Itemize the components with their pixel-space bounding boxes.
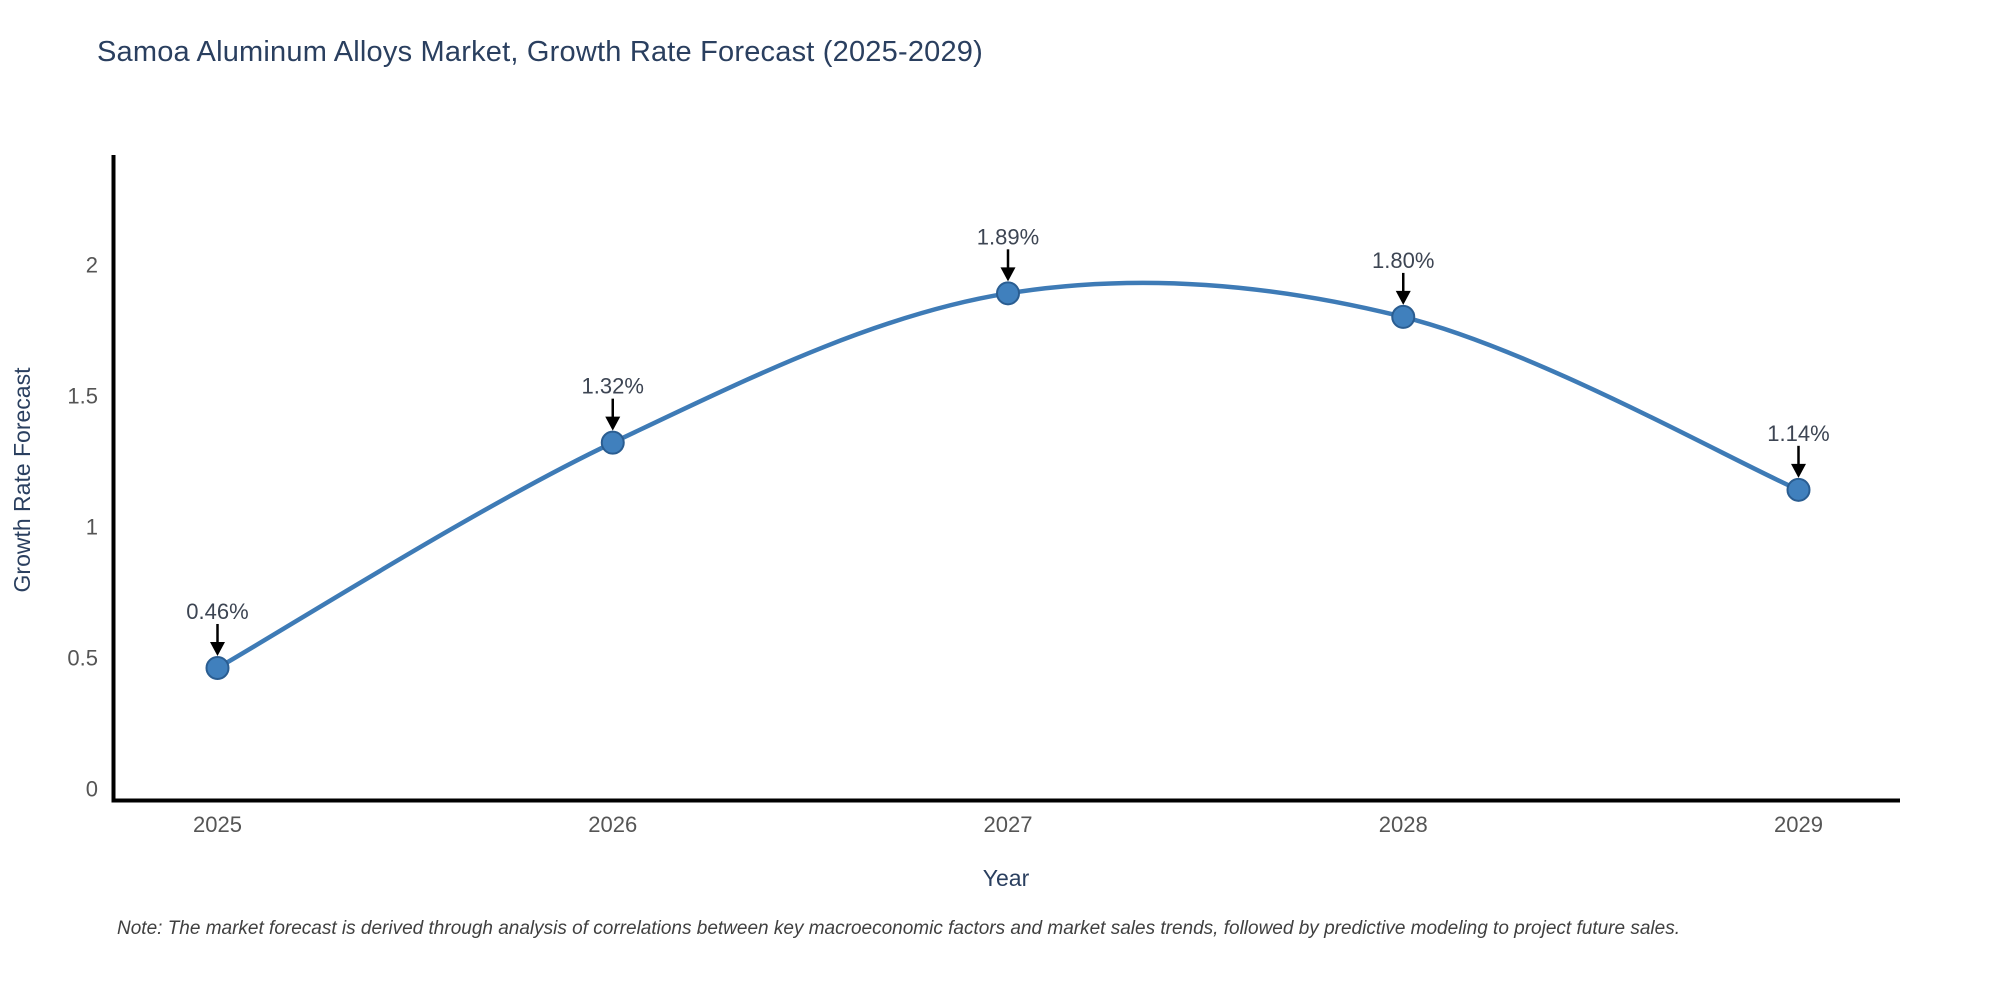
y-tick-label: 0 [86,777,98,802]
y-tick-label: 1 [86,515,98,540]
annotation-label: 1.89% [977,224,1039,249]
data-point-marker [205,655,230,680]
x-tick-label: 2028 [1379,812,1428,837]
chart-note: Note: The market forecast is derived thr… [117,918,1680,939]
annotation-label: 0.46% [186,599,248,624]
annotation-arrow-head [210,641,225,656]
data-point-marker [1786,477,1811,502]
y-tick-label: 2 [86,253,98,278]
annotation-label: 1.14% [1767,421,1829,446]
y-axis-ticks: 0 0.5 1 1.5 2 [67,253,98,802]
annotation-label: 1.80% [1372,248,1434,273]
y-tick-label: 0.5 [67,646,98,671]
annotation-layer: 0.46% 1.32% 1.89% 1.80% 1.14% [186,224,1830,656]
data-point-marker [1391,304,1416,329]
annotation-arrow-head [1000,267,1016,282]
x-axis-title: Year [983,865,1030,891]
chart-title: Samoa Aluminum Alloys Market, Growth Rat… [97,36,983,68]
y-tick-label: 1.5 [67,384,98,409]
x-tick-label: 2025 [193,812,242,837]
annotation-arrow-head [1791,463,1806,478]
y-axis-title: Growth Rate Forecast [9,367,35,593]
x-tick-label: 2029 [1774,812,1823,837]
annotation-arrow-head [1395,290,1411,305]
annotation-arrow-head [605,416,621,431]
series-layer [205,280,1811,680]
annotation-label: 1.32% [582,374,644,399]
x-tick-label: 2026 [588,812,637,837]
series-line [215,280,1801,671]
data-point-marker [600,430,625,455]
data-point-marker [996,281,1020,306]
x-tick-label: 2027 [984,812,1033,837]
x-axis-ticks: 2025 2026 2027 2028 2029 [193,812,1823,837]
